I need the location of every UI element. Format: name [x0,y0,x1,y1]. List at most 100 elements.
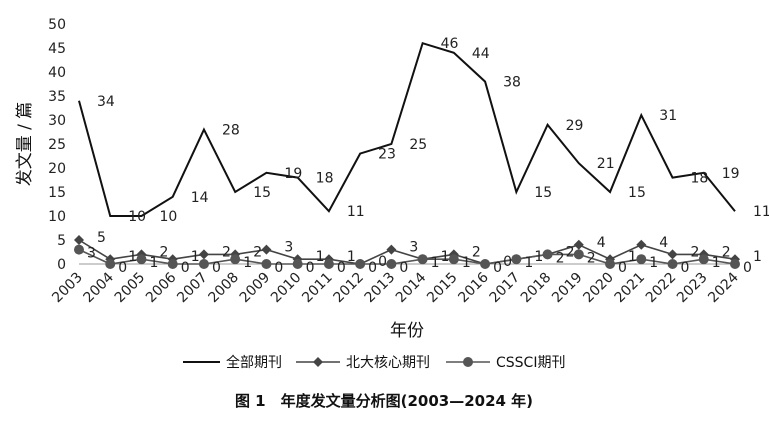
y-tick-label: 35 [48,89,66,105]
legend-label-2: 北大核心期刊 [346,355,430,371]
y-axis-title: 发文量 / 篇 [15,102,35,187]
y-tick-label: 25 [48,137,66,153]
series-3-marker [542,249,553,260]
series-1-data-label: 10 [128,209,146,225]
x-tick-label: 2018 [518,270,555,307]
series-3-marker [261,259,272,269]
series-3-data-label: 2 [587,250,596,266]
series-3-data-label: 0 [493,260,502,276]
series-3-data-label: 0 [274,260,283,276]
series-3-marker [480,259,491,269]
y-tick-label: 40 [48,65,66,81]
series-3-data-label: 1 [462,255,471,271]
x-axis-title: 年份 [390,321,424,341]
y-tick-label: 15 [48,185,66,201]
y-tick-label: 0 [57,257,66,273]
legend-marker-2 [313,357,323,367]
series-3-marker [605,259,616,269]
series-3-data-label: 1 [431,255,440,271]
series-3-data-label: 1 [524,255,533,271]
series-1-data-label: 23 [378,147,396,163]
series-1-data-label: 28 [222,123,240,139]
x-tick-label: 2004 [81,269,118,306]
series-2-marker [636,239,647,250]
series-2-data-label: 2 [691,244,700,260]
series-1-data-label: 14 [191,190,209,206]
series-2-data-label: 0 [503,254,512,270]
series-2-marker [573,239,584,250]
series-1-data-label: 31 [659,108,677,124]
figure-caption: 图 1 年度发文量分析图(2003—2024 年) [235,392,533,410]
series-2-marker [198,249,209,260]
y-tick-label: 50 [48,17,66,33]
series-3-data-label: 1 [712,255,721,271]
series-3-marker [386,259,397,269]
series-3-marker [667,259,678,269]
series-2-data-label: 1 [441,249,450,265]
series-2-data-label: 0 [378,254,387,270]
series-3-marker [448,254,459,265]
series-1-data-label: 29 [566,118,584,134]
series-2-marker [667,249,678,260]
series-2-data-label: 2 [253,244,262,260]
series-3-data-label: 0 [743,260,752,276]
series-2-data-label: 1 [534,249,543,265]
series-3-marker [573,249,584,260]
series-3-marker [511,254,522,265]
series-3-marker [636,254,647,265]
x-tick-label: 2019 [549,270,586,307]
series-3-data-label: 1 [243,255,252,271]
series-2-marker [386,244,397,255]
series-2-data-label: 2 [566,244,575,260]
y-tick-label: 5 [57,233,66,249]
x-tick-label: 2009 [237,270,274,307]
series-2-data-label: 2 [722,244,731,260]
series-3-marker [355,259,366,269]
series-1-data-label: 10 [159,209,177,225]
x-tick-label: 2020 [580,270,617,307]
series-3-data-label: 0 [337,260,346,276]
legend-label-1: 全部期刊 [226,354,282,371]
series-line-3 [78,248,736,265]
series-3-data-label: 0 [368,260,377,276]
series-1-data-label: 34 [97,94,115,110]
y-tick-label: 20 [48,161,66,177]
series-1-data-label: 21 [597,156,615,172]
series-1-data-label: 15 [628,185,646,201]
series-1-data-label: 19 [284,166,302,182]
series-3-data-label: 0 [618,260,627,276]
y-tick-label: 10 [48,209,66,225]
series-2-data-label: 1 [753,249,762,265]
series-3-data-label: 0 [181,260,190,276]
series-2-marker [74,235,84,245]
y-tick-label: 30 [48,113,66,129]
series-1-data-label: 15 [534,185,552,201]
series-3-data-label: 0 [681,260,690,276]
series-2-data-label: 1 [128,249,137,265]
series-line-1 [78,41,736,217]
series-3-data-label: 0 [118,260,127,276]
series-1-data-label: 18 [691,171,709,187]
series-2-data-label: 2 [159,244,168,260]
series-1-data-label: 38 [503,75,521,91]
series-3-data-label: 0 [306,260,315,276]
series-2-data-label: 1 [316,249,325,265]
series-3-data-label: 2 [556,250,565,266]
x-tick-label: 2003 [49,270,86,307]
x-tick-label: 2006 [143,269,180,306]
series-1-data-label: 46 [441,36,459,52]
series-3-marker [417,254,428,265]
series-2-data-label: 1 [628,249,637,265]
series-1-data-label: 19 [722,166,740,182]
series-3-marker [74,244,84,255]
series-1-data-label: 11 [347,204,365,220]
x-tick-label: 2022 [643,270,680,307]
series-2-data-label: 3 [284,240,293,256]
series-3-marker [323,259,334,269]
series-3-marker [105,259,116,269]
series-3-data-label: 1 [149,255,158,271]
series-1-data-label: 15 [253,185,271,201]
series-3-data-label: 1 [649,255,658,271]
